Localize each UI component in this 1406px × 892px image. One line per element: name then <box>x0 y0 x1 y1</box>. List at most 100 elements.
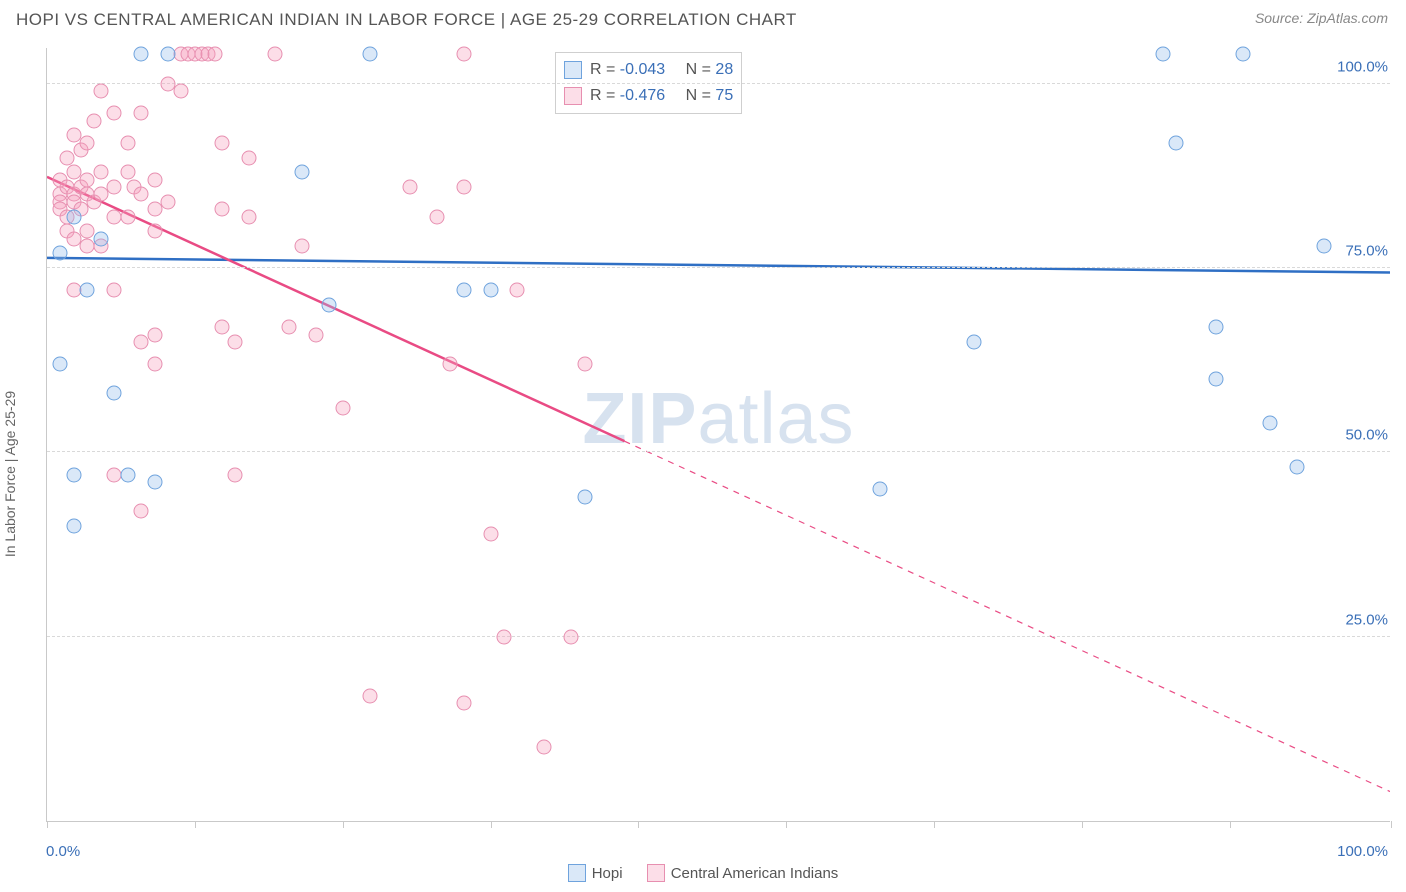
y-tick-label: 100.0% <box>1333 58 1392 75</box>
data-point <box>87 113 102 128</box>
data-point <box>66 467 81 482</box>
data-point <box>214 320 229 335</box>
x-min-label: 0.0% <box>46 843 80 860</box>
x-tick <box>1230 821 1231 828</box>
data-point <box>134 504 149 519</box>
x-tick <box>343 821 344 828</box>
data-point <box>120 165 135 180</box>
data-point <box>456 283 471 298</box>
data-point <box>268 47 283 62</box>
data-point <box>1263 415 1278 430</box>
data-point <box>1289 460 1304 475</box>
data-point <box>510 283 525 298</box>
x-tick <box>1391 821 1392 828</box>
swatch-hopi <box>564 61 582 79</box>
data-point <box>147 474 162 489</box>
data-point <box>537 740 552 755</box>
x-max-label: 100.0% <box>1337 843 1388 860</box>
x-tick <box>1082 821 1083 828</box>
data-point <box>147 172 162 187</box>
data-point <box>147 356 162 371</box>
data-point <box>80 135 95 150</box>
data-point <box>93 231 108 246</box>
data-point <box>496 629 511 644</box>
data-point <box>174 84 189 99</box>
swatch-icon <box>647 864 665 882</box>
swatch-icon <box>568 864 586 882</box>
data-point <box>362 688 377 703</box>
data-point <box>295 239 310 254</box>
x-tick <box>934 821 935 828</box>
legend-row-cai: R = -0.476 N = 75 <box>564 83 733 109</box>
data-point <box>456 696 471 711</box>
data-point <box>483 283 498 298</box>
chart-title: HOPI VS CENTRAL AMERICAN INDIAN IN LABOR… <box>16 10 797 30</box>
y-tick-label: 25.0% <box>1341 611 1392 628</box>
data-point <box>241 209 256 224</box>
data-point <box>107 386 122 401</box>
data-point <box>402 180 417 195</box>
data-point <box>120 209 135 224</box>
data-point <box>214 135 229 150</box>
x-tick <box>491 821 492 828</box>
data-point <box>160 194 175 209</box>
data-point <box>1209 371 1224 386</box>
data-point <box>93 84 108 99</box>
data-point <box>134 187 149 202</box>
source-attribution: Source: ZipAtlas.com <box>1255 10 1388 26</box>
data-point <box>1155 47 1170 62</box>
data-point <box>483 526 498 541</box>
legend-item-hopi: Hopi <box>568 864 623 882</box>
data-point <box>160 47 175 62</box>
data-point <box>134 47 149 62</box>
y-axis-label: In Labor Force | Age 25-29 <box>2 391 18 557</box>
data-point <box>208 47 223 62</box>
data-point <box>1236 47 1251 62</box>
data-point <box>322 298 337 313</box>
data-point <box>308 327 323 342</box>
data-point <box>241 150 256 165</box>
data-point <box>66 519 81 534</box>
data-point <box>147 224 162 239</box>
data-point <box>80 283 95 298</box>
swatch-cai <box>564 87 582 105</box>
watermark: ZIPatlas <box>582 378 854 460</box>
data-point <box>120 135 135 150</box>
data-point <box>120 467 135 482</box>
x-tick <box>47 821 48 828</box>
data-point <box>107 283 122 298</box>
data-point <box>1168 135 1183 150</box>
data-point <box>577 356 592 371</box>
data-point <box>93 165 108 180</box>
data-point <box>228 467 243 482</box>
data-point <box>214 202 229 217</box>
x-tick <box>195 821 196 828</box>
data-point <box>443 356 458 371</box>
data-point <box>429 209 444 224</box>
x-tick <box>638 821 639 828</box>
data-point <box>53 356 68 371</box>
data-point <box>281 320 296 335</box>
gridline <box>47 83 1390 84</box>
data-point <box>107 106 122 121</box>
data-point <box>134 106 149 121</box>
y-tick-label: 75.0% <box>1341 243 1392 260</box>
data-point <box>1316 239 1331 254</box>
data-point <box>967 334 982 349</box>
chart-container: In Labor Force | Age 25-29 ZIPatlas R = … <box>0 40 1406 892</box>
data-point <box>147 327 162 342</box>
data-point <box>53 246 68 261</box>
data-point <box>295 165 310 180</box>
gridline <box>47 451 1390 452</box>
series-legend: Hopi Central American Indians <box>0 864 1406 886</box>
data-point <box>335 401 350 416</box>
data-point <box>66 209 81 224</box>
data-point <box>577 489 592 504</box>
data-point <box>1209 320 1224 335</box>
data-point <box>456 180 471 195</box>
data-point <box>107 180 122 195</box>
data-point <box>873 482 888 497</box>
plot-area: ZIPatlas R = -0.043 N = 28 R = -0.476 N … <box>46 48 1390 822</box>
legend-row-hopi: R = -0.043 N = 28 <box>564 57 733 83</box>
x-tick <box>786 821 787 828</box>
